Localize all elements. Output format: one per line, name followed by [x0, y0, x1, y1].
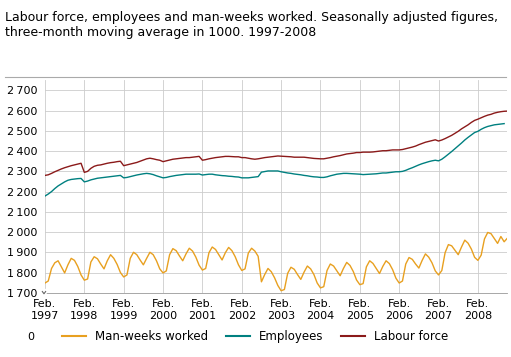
Labour force: [504, 109, 510, 113]
Employees: [442, 155, 448, 159]
Man-weeks worked: [278, 288, 284, 293]
Man-weeks worked: [288, 265, 294, 270]
Labour force: [285, 155, 291, 159]
Employees: [432, 158, 438, 162]
Labour force: [265, 155, 271, 159]
Line: Employees: Employees: [45, 124, 504, 196]
Employees: [45, 192, 51, 196]
Labour force: [42, 173, 48, 177]
Man-weeks worked: [42, 281, 48, 285]
Man-weeks worked: [347, 263, 353, 268]
Labour force: [343, 152, 350, 156]
Employees: [501, 121, 507, 126]
Text: 0: 0: [27, 332, 34, 342]
Man-weeks worked: [455, 252, 461, 257]
Line: Labour force: Labour force: [45, 111, 507, 175]
Text: Labour force, employees and man-weeks worked. Seasonally adjusted figures,
three: Labour force, employees and man-weeks wo…: [5, 11, 498, 39]
Line: Man-weeks worked: Man-weeks worked: [45, 232, 507, 291]
Labour force: [334, 154, 340, 159]
Labour force: [452, 131, 458, 135]
Man-weeks worked: [183, 252, 189, 256]
Man-weeks worked: [504, 236, 510, 240]
Employees: [68, 177, 74, 182]
Man-weeks worked: [265, 266, 271, 271]
Employees: [193, 172, 199, 176]
Man-weeks worked: [337, 273, 343, 278]
Man-weeks worked: [484, 230, 491, 235]
Legend: Man-weeks worked, Employees, Labour force: Man-weeks worked, Employees, Labour forc…: [58, 325, 453, 347]
Labour force: [183, 155, 189, 160]
Employees: [42, 194, 48, 198]
Employees: [478, 127, 484, 131]
